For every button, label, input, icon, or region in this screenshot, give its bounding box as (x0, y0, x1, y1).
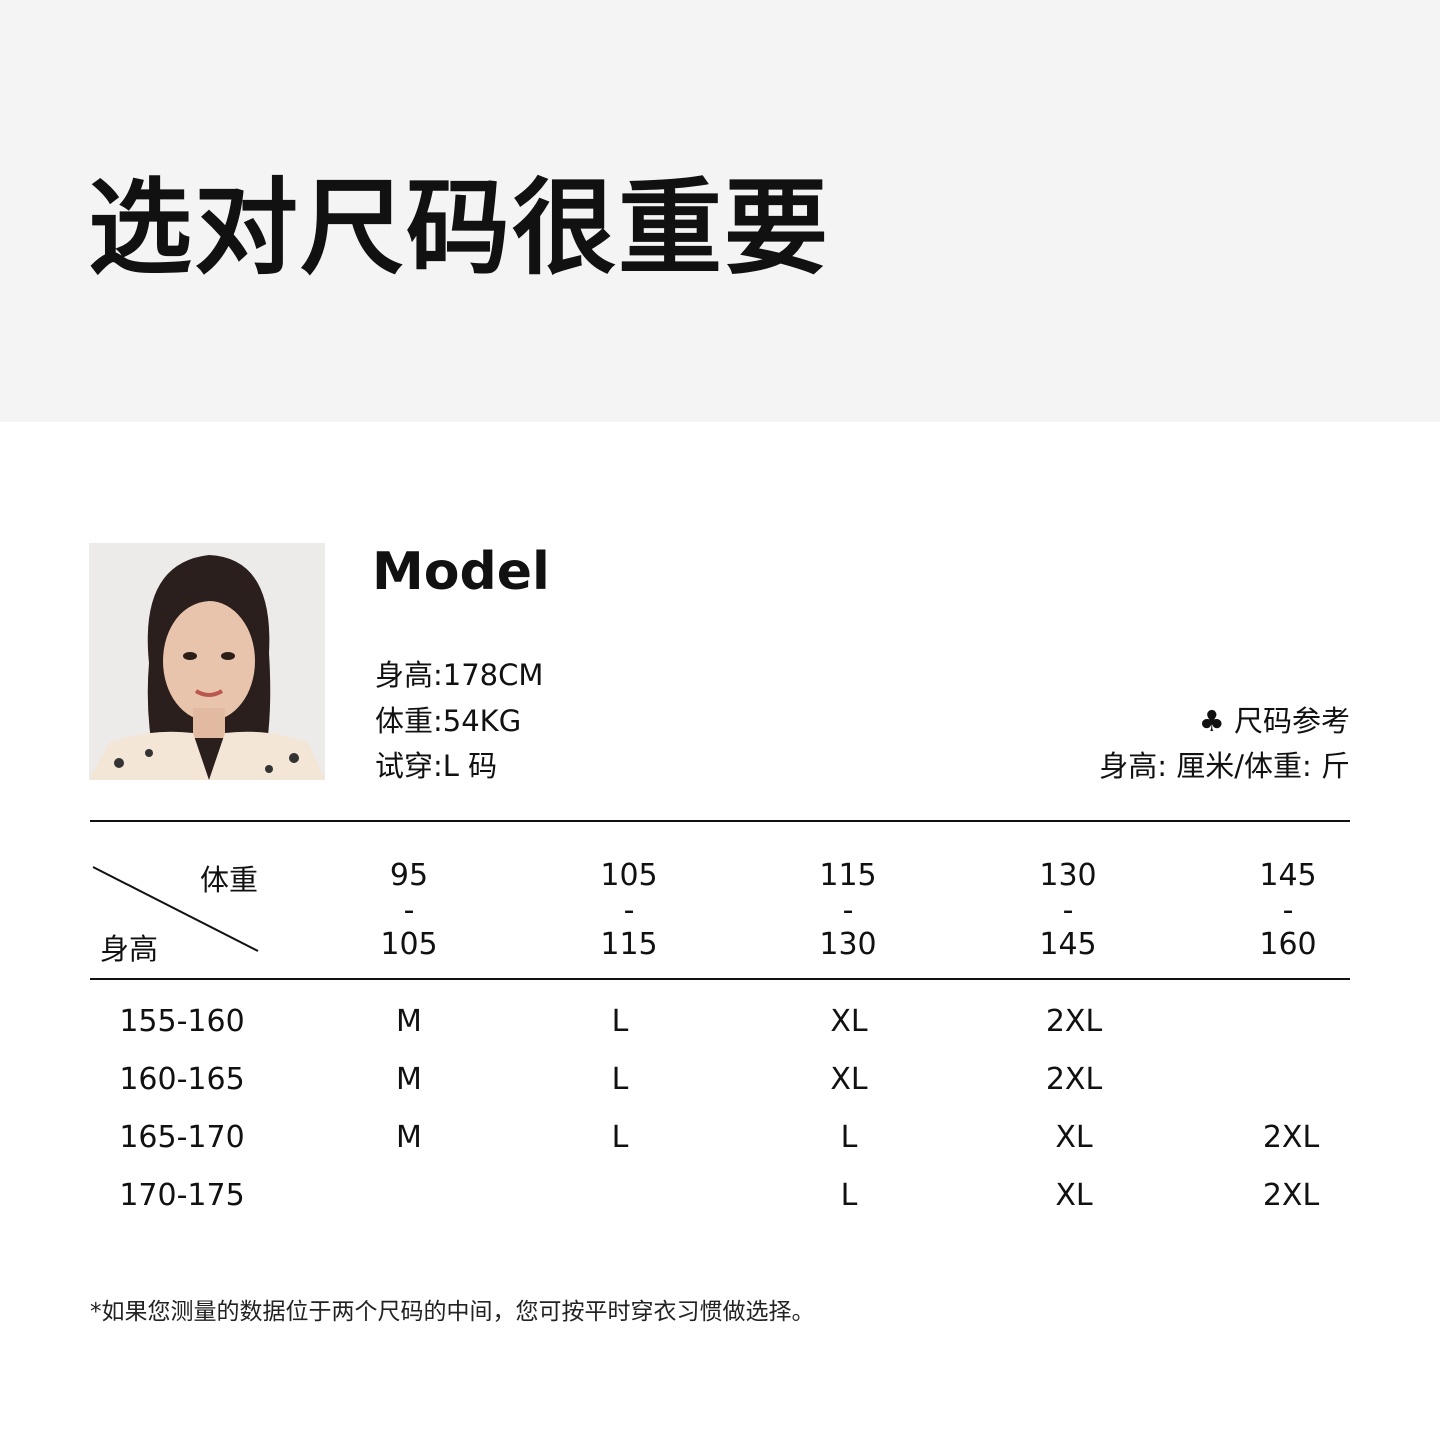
row-height-range: 155-160 (119, 1004, 245, 1039)
corner-height-label: 身高 (100, 932, 159, 966)
size-cell: L (840, 1120, 858, 1155)
size-cell: 2XL (1045, 1004, 1103, 1039)
hero-banner: 选对尺码很重要 (0, 0, 1440, 422)
weight-column-from: 95 (389, 858, 429, 893)
size-cell: 2XL (1045, 1062, 1103, 1097)
size-reference-label: ♣ 尺码参考 (1199, 703, 1350, 739)
weight-column-to: 105 (380, 927, 438, 962)
weight-column-from: 105 (600, 858, 658, 893)
size-cell: L (611, 1062, 629, 1097)
model-height: 身高:178CM (375, 658, 544, 692)
units-label: 身高: 厘米/体重: 斤 (1099, 749, 1350, 783)
model-fitting-size: 试穿:L 码 (375, 749, 498, 783)
weight-column-sep: - (623, 893, 635, 928)
club-icon: ♣ (1198, 704, 1225, 738)
size-cell: XL (1055, 1178, 1093, 1213)
weight-column-sep: - (1282, 893, 1294, 928)
size-reference-text: 尺码参考 (1233, 704, 1350, 738)
row-height-range: 170-175 (119, 1178, 245, 1213)
size-cell: 2XL (1262, 1178, 1320, 1213)
size-cell: XL (830, 1062, 868, 1097)
weight-column-to: 145 (1039, 927, 1097, 962)
table-header-divider (90, 978, 1350, 980)
size-cell: L (611, 1120, 629, 1155)
corner-weight-label: 体重 (200, 863, 259, 897)
model-weight: 体重:54KG (375, 704, 522, 738)
weight-column-from: 130 (1039, 858, 1097, 893)
weight-column-to: 130 (819, 927, 877, 962)
table-top-divider (90, 820, 1350, 822)
size-cell: XL (1055, 1120, 1093, 1155)
page-title: 选对尺码很重要 (88, 167, 831, 289)
size-cell: M (396, 1120, 422, 1155)
row-height-range: 160-165 (119, 1062, 245, 1097)
size-cell: 2XL (1262, 1120, 1320, 1155)
corner-diagonal-line (92, 866, 259, 952)
weight-column-sep: - (842, 893, 854, 928)
weight-column-sep: - (1062, 893, 1074, 928)
footnote: *如果您测量的数据位于两个尺码的中间，您可按平时穿衣习惯做选择。 (90, 1299, 815, 1325)
size-cell: L (611, 1004, 629, 1039)
size-cell: L (840, 1178, 858, 1213)
weight-column-from: 115 (819, 858, 877, 893)
weight-column-to: 160 (1259, 927, 1317, 962)
row-height-range: 165-170 (119, 1120, 245, 1155)
size-cell: XL (830, 1004, 868, 1039)
weight-column-to: 115 (600, 927, 658, 962)
weight-column-from: 145 (1259, 858, 1317, 893)
size-cell: M (396, 1004, 422, 1039)
model-heading: Model (372, 542, 550, 602)
model-photo (89, 543, 325, 780)
size-cell: M (396, 1062, 422, 1097)
weight-column-sep: - (403, 893, 415, 928)
